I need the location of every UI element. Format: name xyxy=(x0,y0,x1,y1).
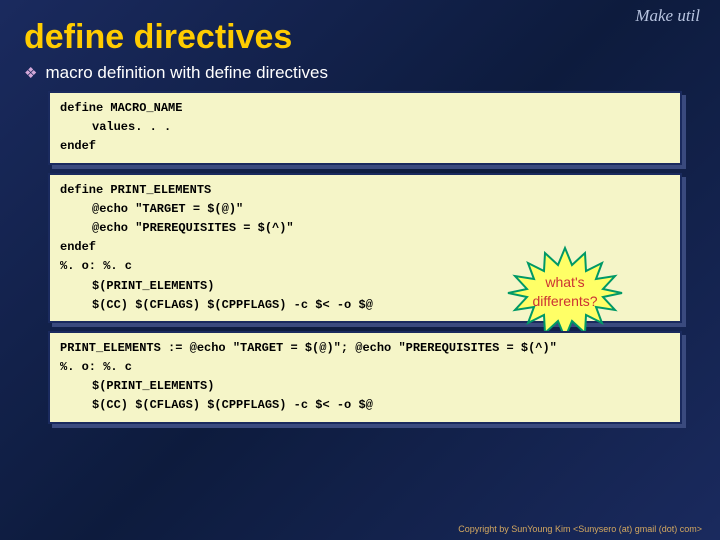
code-line: @echo "TARGET = $(@)" xyxy=(60,200,670,219)
callout-text: what's differents? xyxy=(500,273,630,312)
code-line: endef xyxy=(60,137,670,156)
code-box-example-define: define PRINT_ELEMENTS@echo "TARGET = $(@… xyxy=(48,173,682,323)
subtitle-row: ❖ macro definition with define directive… xyxy=(0,57,720,87)
code-line: values. . . xyxy=(60,118,670,137)
code-line: $(PRINT_ELEMENTS) xyxy=(60,377,670,396)
callout-line2: differents? xyxy=(532,293,597,309)
code-line: $(CC) $(CFLAGS) $(CPPFLAGS) -c $< -o $@ xyxy=(60,396,670,415)
code-line: define MACRO_NAME xyxy=(60,99,670,118)
diamond-bullet-icon: ❖ xyxy=(24,64,37,82)
header-label: Make util xyxy=(635,6,700,26)
code-line: define PRINT_ELEMENTS xyxy=(60,181,670,200)
page-title: define directives xyxy=(0,0,720,57)
callout-line1: what's xyxy=(545,274,584,290)
code-line: PRINT_ELEMENTS := @echo "TARGET = $(@)";… xyxy=(60,339,670,358)
code-line: %. o: %. c xyxy=(60,358,670,377)
code-line: @echo "PREREQUISITES = $(^)" xyxy=(60,219,670,238)
footer-copyright: Copyright by SunYoung Kim <Sunysero (at)… xyxy=(458,524,702,534)
code-box-example-assign: PRINT_ELEMENTS := @echo "TARGET = $(@)";… xyxy=(48,331,682,424)
subtitle: macro definition with define directives xyxy=(45,63,328,83)
callout-starburst: what's differents? xyxy=(500,243,630,343)
code-box-syntax: define MACRO_NAMEvalues. . .endef xyxy=(48,91,682,165)
